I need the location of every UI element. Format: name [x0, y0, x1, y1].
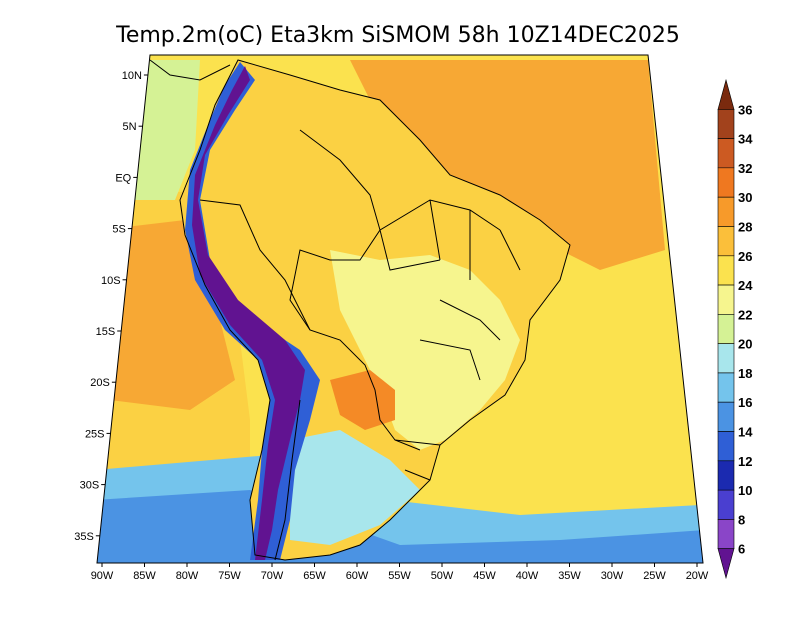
map-frame: [96, 54, 704, 564]
lon-label-65w: 65W: [303, 570, 326, 582]
colorbar-swatch: [717, 108, 735, 139]
lon-label-30w: 30W: [601, 570, 624, 582]
lon-label-50w: 50W: [431, 570, 454, 582]
political-boundaries: [149, 59, 571, 561]
highlands-field: [330, 250, 520, 450]
lon-label-45w: 45W: [473, 570, 496, 582]
border-argentina-chile: [274, 399, 301, 561]
coastline: [179, 59, 571, 561]
lat-label-10s: 10S: [101, 275, 121, 287]
lon-label-75w: 75W: [218, 570, 241, 582]
colorbar-label-14: 14: [738, 425, 753, 440]
andes-field: [192, 66, 305, 560]
colorbar-swatch: [717, 255, 735, 286]
colorbar-label-26: 26: [738, 249, 752, 264]
longitude-axis: 90W 85W 80W 75W 70W 65W 60W 55W 50W 45W 40W 35W 30W 2…: [91, 563, 709, 582]
colorbar-label-20: 20: [738, 337, 752, 352]
colorbar-label-8: 8: [738, 512, 745, 527]
colorbar-label-18: 18: [738, 366, 752, 381]
colorbar-label-28: 28: [738, 219, 752, 234]
colorbar-swatch: [717, 401, 735, 432]
south-colder-field: [97, 490, 703, 563]
colorbar-swatch: [717, 196, 735, 227]
lon-label-60w: 60W: [346, 570, 369, 582]
colorbar-label-30: 30: [738, 190, 752, 205]
border-states-north: [379, 199, 521, 280]
colorbar-swatch: [717, 548, 735, 580]
colorbar-swatch: [717, 372, 735, 403]
colorbar-swatch: [717, 314, 735, 344]
colorbar-label-6: 6: [738, 542, 745, 557]
border-peru-bolivia: [199, 199, 311, 331]
border-brazil: [289, 129, 421, 451]
lat-label-25s: 25S: [85, 428, 105, 440]
colorbar-label-32: 32: [738, 161, 752, 176]
lon-label-90w: 90W: [91, 570, 114, 582]
colorbar-label-10: 10: [738, 483, 752, 498]
colorbar-label-36: 36: [738, 102, 752, 117]
pampas-field: [290, 430, 420, 545]
lat-label-5s: 5S: [112, 224, 125, 236]
lat-label-35s: 35S: [74, 531, 94, 543]
lon-label-40w: 40W: [516, 570, 539, 582]
lon-label-70w: 70W: [261, 570, 284, 582]
map-title: Temp.2m(oC) Eta3km SiSMOM 58h 10Z14DEC20…: [115, 23, 680, 48]
colorbar-label-16: 16: [738, 395, 752, 410]
colorbar-swatch: [717, 460, 735, 491]
lat-label-5n: 5N: [123, 121, 137, 133]
lon-label-20w: 20W: [686, 570, 709, 582]
colorbar-label-24: 24: [738, 278, 753, 293]
lat-label-eq: EQ: [115, 172, 131, 184]
lat-label-20s: 20S: [90, 377, 110, 389]
latitude-axis: 10N 5N EQ 5S 10S 15S 20S 25S 30S 35S: [74, 70, 148, 543]
border-central-america: [149, 59, 231, 81]
colorbar: 36 34 32 30 28 26 24 22 20 18 16 14 12 10 8 6: [717, 78, 753, 580]
map-panel: 10N 5N EQ 5S 10S 15S 20S 25S 30S 35S 90W 85W 80W 75W…: [74, 54, 709, 582]
colorbar-swatch: [717, 284, 735, 315]
colorbar-swatch: [717, 138, 735, 169]
colorbar-swatch: [717, 519, 735, 550]
lon-label-25w: 25W: [643, 570, 666, 582]
colorbar-swatch: [717, 226, 735, 257]
colorbar-swatch: [717, 431, 735, 462]
colorbar-swatch: [717, 167, 735, 198]
lon-label-55w: 55W: [388, 570, 411, 582]
lon-label-85w: 85W: [133, 570, 156, 582]
lat-label-10n: 10N: [122, 70, 142, 82]
border-states-south: [394, 299, 501, 481]
colorbar-label-34: 34: [738, 132, 753, 147]
colorbar-label-12: 12: [738, 454, 752, 469]
lat-label-30s: 30S: [80, 480, 100, 492]
colorbar-swatch: [717, 78, 735, 110]
colorbar-swatch: [717, 343, 735, 374]
colorbar-label-22: 22: [738, 307, 752, 322]
colorbar-swatch: [717, 489, 735, 520]
lon-label-80w: 80W: [176, 570, 199, 582]
lon-label-35w: 35W: [558, 570, 581, 582]
warm-atlantic-field: [350, 60, 665, 270]
lat-label-15s: 15S: [96, 326, 116, 338]
